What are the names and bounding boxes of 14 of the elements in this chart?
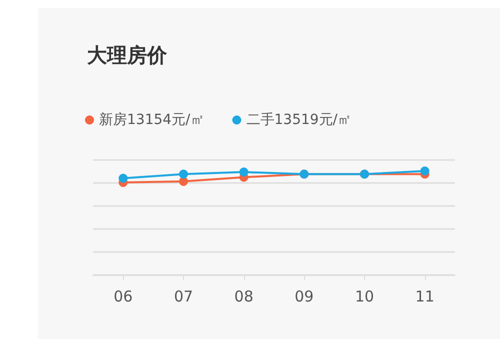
point: [420, 166, 430, 176]
legend-label: 二手13519元/㎡: [246, 112, 352, 128]
x-tick-label: 07: [174, 288, 194, 306]
legend-label: 新房13154元/㎡: [99, 112, 204, 128]
x-tick-label: 06: [114, 288, 133, 306]
x-tick-label: 10: [354, 288, 374, 306]
x-tick-label: 08: [234, 288, 254, 306]
x-tick-label: 11: [415, 288, 434, 306]
chart-title: 大理房价: [87, 43, 168, 67]
point: [179, 170, 188, 179]
point: [179, 176, 188, 186]
point: [118, 174, 128, 183]
point: [239, 168, 248, 177]
x-tick-label: 09: [294, 288, 314, 306]
